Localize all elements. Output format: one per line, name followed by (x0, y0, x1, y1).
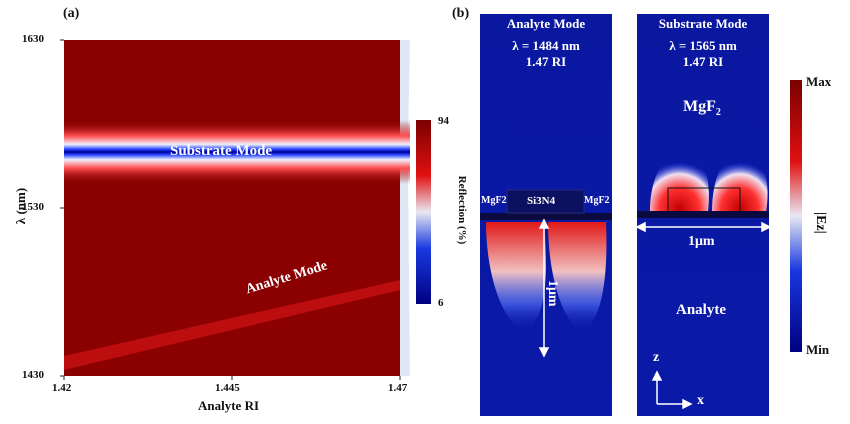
ez-colorbar-min: Min (806, 342, 830, 357)
analyte-mode-ri: 1.47 RI (525, 54, 567, 69)
analyte-mode-title: Analyte Mode (506, 16, 586, 31)
y-axis-label: λ (nm) (13, 187, 28, 225)
axis-indicator (651, 370, 693, 410)
substrate-mode-band (64, 120, 410, 184)
y-tick-mid: 1530 (22, 201, 44, 213)
substrate-analyte-label: Analyte (676, 302, 726, 318)
analyte-waveguide-core (506, 189, 585, 214)
analyte-left-lobe (486, 222, 546, 332)
reflection-colorbar-label: Reflection (%) (456, 175, 468, 245)
substrate-scale-label: 1μm (688, 234, 715, 249)
axis-z-label: z (653, 350, 660, 365)
ez-colorbar-max: Max (806, 74, 832, 89)
ez-colorbar (790, 80, 802, 352)
y-tick-bottom: 1430 (22, 369, 44, 381)
substrate-mgf2-text: MgF (683, 98, 716, 115)
ez-colorbar-label: |Ez| (813, 212, 828, 234)
analyte-mode-line (64, 280, 400, 370)
reflection-colorbar (416, 120, 431, 304)
panel-b-label: (b) (452, 6, 470, 21)
substrate-mode-wavelength: λ = 1565 nm (669, 38, 737, 53)
substrate-mode-annotation: Substrate Mode (170, 143, 273, 159)
substrate-right-lobe (712, 150, 768, 212)
panel-a-label: (a) (63, 6, 80, 21)
x-tick-right: 1.47 (388, 382, 408, 394)
analyte-scale-label: 1μm (545, 280, 560, 307)
substrate-waveguide-layer (637, 211, 769, 218)
substrate-scale-arrow (635, 221, 772, 233)
x-tick-left: 1.42 (52, 382, 72, 394)
heatmap-edge (400, 40, 410, 376)
substrate-mgf2-label: MgF2 (683, 98, 721, 118)
reflection-colorbar-max: 94 (438, 115, 449, 127)
analyte-waveguide-layer (480, 213, 612, 220)
x-axis-ticks (63, 376, 401, 380)
substrate-left-lobe (650, 149, 710, 212)
analyte-right-lobe (548, 222, 607, 332)
substrate-mode-ri: 1.47 RI (682, 54, 724, 69)
axis-x-label: x (697, 393, 704, 408)
x-axis-label: Analyte RI (198, 398, 260, 413)
y-tick-top: 1630 (22, 33, 44, 45)
analyte-core-label: Si3N4 (527, 195, 556, 207)
y-axis-ticks (60, 39, 64, 377)
analyte-scale-arrow (538, 218, 550, 358)
substrate-mgf2-subscript: 2 (715, 107, 721, 119)
analyte-mgf2-right: MgF2 (584, 195, 610, 206)
reflection-colorbar-min: 6 (438, 297, 444, 309)
analyte-mode-wavelength: λ = 1484 nm (512, 38, 580, 53)
x-tick-mid: 1.445 (215, 382, 240, 394)
analyte-mgf2-left: MgF2 (481, 195, 507, 206)
substrate-mode-title: Substrate Mode (658, 16, 748, 31)
